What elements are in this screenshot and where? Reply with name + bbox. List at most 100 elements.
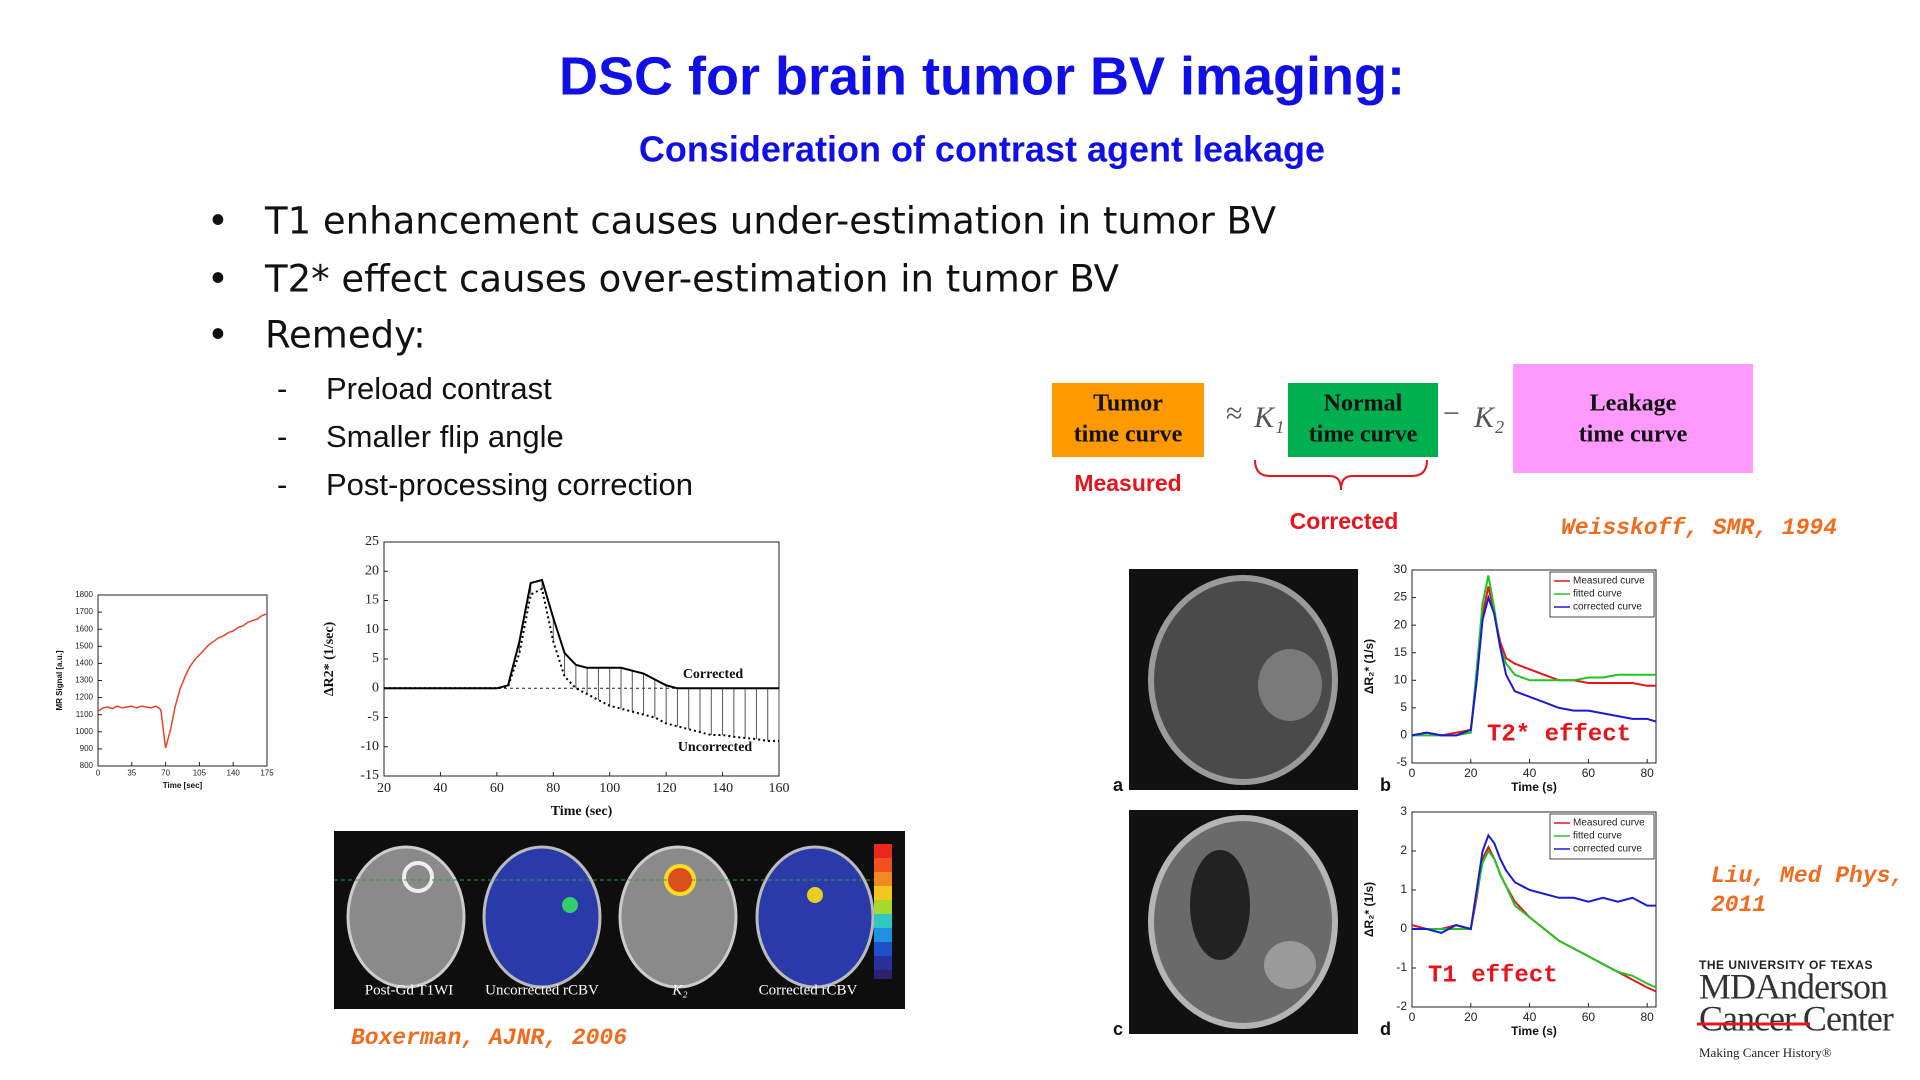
sub-bullet: Smaller flip angle xyxy=(326,419,564,454)
y-tick-label: 0 xyxy=(1400,921,1407,935)
ventricle xyxy=(1190,850,1250,960)
brain-slice xyxy=(618,845,738,989)
y-tick-label: 1300 xyxy=(75,676,93,685)
box-text: Leakage xyxy=(1590,391,1677,417)
lesion xyxy=(562,897,578,913)
minus-sign: − xyxy=(1443,397,1460,430)
x-tick-label: 160 xyxy=(769,781,790,796)
box-text: time curve xyxy=(1309,422,1418,448)
x-tick-label: 20 xyxy=(377,781,391,796)
bullet-symbol: • xyxy=(207,314,229,357)
plot-frame xyxy=(97,594,268,767)
y-tick-label: 5 xyxy=(1400,700,1407,714)
brain-slice xyxy=(1148,575,1338,785)
corrected-label: Corrected xyxy=(1290,508,1399,534)
logo-text: THE UNIVERSITY OF TEXAS xyxy=(1699,958,1873,972)
y-tick-label: -5 xyxy=(1396,755,1407,769)
image-label: K₂ xyxy=(671,982,687,998)
annotation: T1 effect xyxy=(1428,962,1558,989)
panel-label: c xyxy=(1113,1019,1123,1039)
bullet: T2* effect causes over-estimation in tum… xyxy=(264,258,1119,301)
y-tick-label: 800 xyxy=(80,761,94,770)
x-tick-label: 40 xyxy=(433,781,447,796)
y-tick-label: 20 xyxy=(365,563,379,578)
brain-slice xyxy=(482,845,602,989)
colorbar-cell xyxy=(874,886,892,900)
y-axis-label: ΔR2* (1/sec) xyxy=(322,621,337,696)
legend-label: fitted curve xyxy=(1573,589,1622,600)
data-line xyxy=(1411,586,1656,737)
y-tick-label: 1500 xyxy=(75,641,93,650)
x-tick-label: 60 xyxy=(1582,766,1596,780)
data-line xyxy=(1411,594,1657,737)
leakage-box xyxy=(1513,364,1753,473)
bullet: Remedy: xyxy=(265,314,426,357)
y-tick-label: 1600 xyxy=(75,624,93,633)
measured-label: Measured xyxy=(1074,470,1181,496)
x-axis-label: Time (s) xyxy=(1511,1024,1557,1038)
y-tick-label: 10 xyxy=(1394,672,1408,686)
colorbar-cell xyxy=(874,858,892,872)
lesion xyxy=(1264,941,1316,989)
y-tick-label: 1700 xyxy=(75,607,93,616)
sub-bullet-symbol: - xyxy=(277,371,287,406)
brain-slice xyxy=(755,845,875,989)
box-text: time curve xyxy=(1579,422,1688,448)
legend-label: fitted curve xyxy=(1573,831,1622,842)
y-tick-label: 1400 xyxy=(75,659,93,668)
x-tick-label: 0 xyxy=(1409,1010,1416,1024)
y-tick-label: 1800 xyxy=(75,590,93,599)
brace xyxy=(1254,459,1428,491)
lesion xyxy=(807,887,823,903)
x-tick-label: 140 xyxy=(712,781,733,796)
x-tick-label: 175 xyxy=(260,768,274,777)
y-tick-label: 1000 xyxy=(75,727,93,736)
image-label: Corrected rCBV xyxy=(759,982,858,998)
panel-label: d xyxy=(1380,1019,1391,1039)
citation: Liu, Med Phys, xyxy=(1711,863,1904,889)
rcbv-images: Post-Gd T1WI Uncorrected rCBV K₂ Correct… xyxy=(334,831,905,1009)
x-axis-label: Time (s) xyxy=(1511,780,1557,794)
colorbar-cell xyxy=(874,872,892,886)
y-tick-label: -2 xyxy=(1396,999,1407,1013)
bullet-symbol: • xyxy=(207,200,229,243)
annotation: Corrected xyxy=(683,667,744,682)
x-tick-label: 0 xyxy=(1409,766,1416,780)
y-tick-label: 1100 xyxy=(76,710,94,719)
x-tick-label: 20 xyxy=(1464,766,1478,780)
x-tick-label: 105 xyxy=(193,768,207,777)
panel-label: a xyxy=(1113,775,1124,795)
bullet-symbol: • xyxy=(207,258,229,301)
sub-bullet: Post-processing correction xyxy=(326,467,693,502)
approx-sign: ≈ xyxy=(1226,397,1242,430)
bullet: T1 enhancement causes under-estimation i… xyxy=(264,200,1276,243)
lesion xyxy=(1258,649,1322,721)
box-text: Normal xyxy=(1324,391,1403,417)
legend-label: Measured curve xyxy=(1573,818,1645,829)
logo-text: Making Cancer History® xyxy=(1699,1045,1832,1060)
k2: K₂ xyxy=(1473,401,1504,434)
x-tick-label: 140 xyxy=(227,768,241,777)
y-tick-label: 5 xyxy=(372,651,379,666)
y-tick-label: 25 xyxy=(1394,590,1408,604)
data-line xyxy=(1412,575,1656,737)
y-tick-label: 0 xyxy=(372,680,379,695)
y-tick-label: 1200 xyxy=(75,693,93,702)
legend-label: Measured curve xyxy=(1573,576,1645,587)
image-label: Post-Gd T1WI xyxy=(365,982,453,998)
legend-label: corrected curve xyxy=(1573,844,1642,855)
data-line xyxy=(1412,833,1656,934)
sub-bullet-symbol: - xyxy=(277,467,287,502)
logo-text: MDAnderson xyxy=(1699,966,1888,1006)
logo-text: Cancer Center xyxy=(1699,998,1894,1038)
x-tick-label: 60 xyxy=(490,781,504,796)
y-tick-label: 10 xyxy=(365,622,379,637)
x-tick-label: 80 xyxy=(546,781,560,796)
x-tick-label: 35 xyxy=(127,768,136,777)
normal-box xyxy=(1288,383,1438,457)
x-tick-label: 20 xyxy=(1464,1010,1478,1024)
x-tick-label: 120 xyxy=(656,781,677,796)
citation: Weisskoff, SMR, 1994 xyxy=(1561,515,1837,541)
